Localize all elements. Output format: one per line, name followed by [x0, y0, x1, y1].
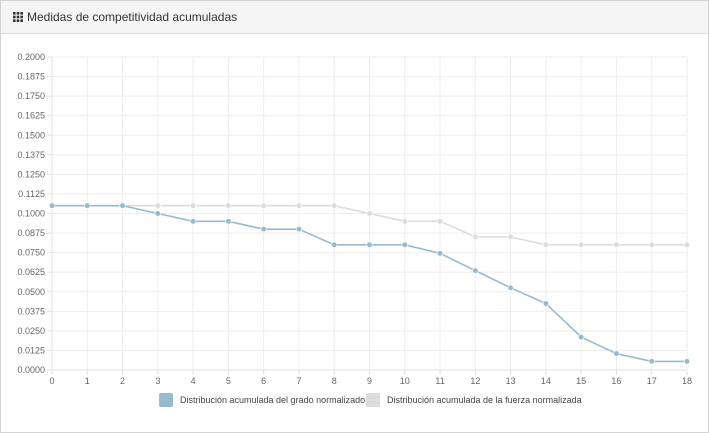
x-tick-label: 7 — [296, 376, 301, 386]
data-point — [261, 203, 267, 209]
data-point — [296, 226, 302, 232]
y-tick-label: 0.0750 — [17, 248, 45, 258]
data-point — [684, 359, 690, 365]
y-tick-label: 0.0625 — [17, 267, 45, 277]
x-tick-label: 12 — [470, 376, 480, 386]
x-tick-label: 4 — [191, 376, 196, 386]
y-tick-label: 0.1375 — [17, 150, 45, 160]
grid-icon — [13, 12, 23, 22]
y-tick-label: 0.0250 — [17, 326, 45, 336]
x-tick-label: 13 — [506, 376, 516, 386]
y-tick-label: 0.2000 — [17, 52, 45, 62]
line-chart: 0.0000 0.0125 0.0250 0.0375 0.0500 0.0625 0.07… — [1, 34, 708, 432]
legend-label: Distribución acumulada del grado normali… — [180, 395, 365, 405]
x-tick-label: 15 — [576, 376, 586, 386]
y-tick-label: 0.0375 — [17, 306, 45, 316]
x-tick-label: 14 — [541, 376, 551, 386]
data-point — [578, 334, 584, 340]
data-point — [437, 219, 443, 225]
data-point — [226, 203, 232, 209]
data-point — [331, 242, 337, 248]
y-tick-label: 0.0875 — [17, 228, 45, 238]
data-point — [402, 242, 408, 248]
y-tick-label: 0.1750 — [17, 91, 45, 101]
y-tick-label: 0.0500 — [17, 287, 45, 297]
data-point — [84, 203, 90, 209]
y-tick-label: 0.1000 — [17, 209, 45, 219]
x-tick-label: 16 — [611, 376, 621, 386]
x-tick-label: 9 — [367, 376, 372, 386]
y-tick-label: 0.1875 — [17, 72, 45, 82]
data-point — [155, 203, 161, 209]
data-point — [684, 242, 690, 248]
data-point — [473, 234, 479, 240]
data-point — [120, 203, 126, 209]
data-point — [331, 203, 337, 209]
y-tick-label: 0.0000 — [17, 365, 45, 375]
data-point — [261, 226, 267, 232]
legend-swatch — [159, 393, 173, 407]
data-point — [649, 359, 655, 365]
data-point — [543, 301, 549, 307]
y-tick-label: 0.1500 — [17, 130, 45, 140]
x-tick-label: 5 — [226, 376, 231, 386]
x-tick-label: 2 — [120, 376, 125, 386]
legend-swatch — [366, 393, 380, 407]
y-tick-label: 0.1625 — [17, 111, 45, 121]
data-point — [155, 211, 161, 217]
data-point — [543, 242, 549, 248]
data-point — [402, 219, 408, 225]
data-point — [367, 242, 373, 248]
data-point — [508, 285, 514, 291]
y-tick-label: 0.1250 — [17, 169, 45, 179]
x-tick-label: 10 — [400, 376, 410, 386]
panel-header: Medidas de competitividad acumuladas — [1, 1, 708, 34]
x-tick-label: 0 — [49, 376, 54, 386]
x-tick-label: 17 — [647, 376, 657, 386]
data-point — [508, 234, 514, 240]
x-tick-label: 18 — [682, 376, 692, 386]
x-tick-label: 3 — [155, 376, 160, 386]
data-point — [49, 203, 55, 209]
data-point — [649, 242, 655, 248]
panel-title: Medidas de competitividad acumuladas — [27, 10, 237, 24]
data-point — [190, 219, 196, 225]
data-point — [226, 219, 232, 225]
data-point — [614, 351, 620, 357]
x-tick-label: 1 — [85, 376, 90, 386]
y-tick-label: 0.0125 — [17, 345, 45, 355]
data-point — [473, 268, 479, 274]
y-tick-label: 0.1125 — [18, 189, 45, 199]
data-point — [614, 242, 620, 248]
x-tick-label: 11 — [435, 376, 444, 386]
x-tick-label: 8 — [332, 376, 337, 386]
data-point — [367, 211, 373, 217]
data-point — [296, 203, 302, 209]
legend-label: Distribución acumulada de la fuerza norm… — [387, 395, 582, 405]
data-point — [437, 251, 443, 257]
x-tick-label: 6 — [261, 376, 266, 386]
data-point — [190, 203, 196, 209]
data-point — [578, 242, 584, 248]
